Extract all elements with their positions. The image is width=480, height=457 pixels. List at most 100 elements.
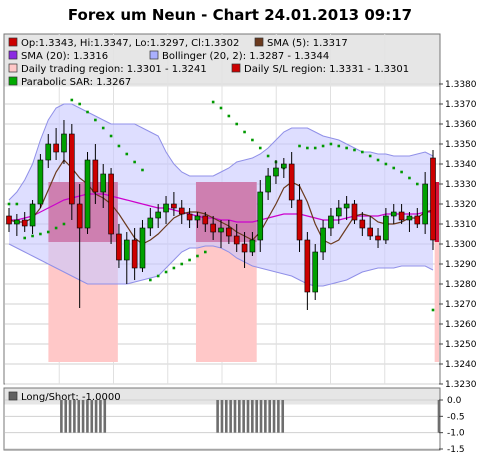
longshort-bar [268, 400, 271, 433]
sar-point [117, 144, 121, 148]
candle-body [281, 163, 287, 169]
sar-point [400, 170, 403, 174]
candle-body [37, 159, 44, 205]
candle-body [335, 207, 342, 217]
longshort-tick-label: 0.0 [447, 396, 462, 406]
price-axis-tick-label: 1.3310 [445, 220, 477, 230]
candle-body [178, 207, 185, 215]
candle-body [430, 157, 436, 241]
longshort-bar [73, 400, 76, 433]
candle-body [367, 227, 373, 237]
candle-body [45, 143, 52, 161]
longshort-bar [86, 400, 89, 433]
longshort-bar [272, 400, 276, 433]
candle-body [76, 203, 83, 229]
longshort-bar [233, 400, 237, 433]
legend-swatch [8, 76, 18, 86]
sar-point [23, 236, 27, 240]
longshort-bar [238, 400, 241, 433]
candle-body [210, 223, 216, 233]
longshort-bar [77, 400, 81, 433]
legend-label: Daily S/L region: 1.3331 - 1.3301 [244, 64, 409, 75]
sar-point [101, 126, 105, 130]
price-axis-tick-label: 1.3250 [445, 340, 477, 350]
sar-point [125, 152, 129, 156]
legend-label: Long/Short: -1.0000 [21, 392, 121, 403]
sar-point [78, 102, 81, 106]
sar-point [133, 160, 136, 164]
longshort-bars [60, 400, 441, 433]
price-axis-tick-label: 1.3320 [445, 200, 477, 210]
legend-label: Op:1.3343, Hi:1.3347, Lo:1.3297, Cl:1.33… [21, 38, 239, 49]
sar-point [54, 226, 58, 230]
longshort-tick-label: -0.5 [447, 412, 465, 422]
sar-point [203, 250, 207, 254]
longshort-axis-ticks: 0.0 -0.5 -1.0 -1.5 [439, 396, 465, 455]
legend-swatch [8, 391, 18, 401]
longshort-bar [64, 400, 68, 433]
sar-point [243, 130, 246, 134]
sar-point [172, 266, 176, 270]
legend-swatch [8, 63, 18, 73]
longshort-bar [246, 400, 250, 433]
candle-body [131, 239, 138, 269]
candle-body [14, 219, 20, 225]
sar-point [62, 222, 66, 226]
candle-body [320, 227, 326, 253]
candle-body [296, 199, 303, 241]
longshort-bar [229, 400, 232, 433]
sar-point [306, 146, 309, 150]
candle-body [108, 173, 114, 235]
legend-label: Daily trading region: 1.3301 - 1.3241 [21, 64, 207, 75]
longshort-tick-label: -1.5 [447, 445, 465, 455]
longshort-bar [251, 400, 254, 433]
candle-body [53, 143, 59, 153]
longshort-bar [216, 400, 219, 433]
candle-body [422, 183, 428, 225]
candle-body [69, 133, 75, 205]
candle-body [398, 211, 405, 221]
candle-body [351, 203, 358, 221]
price-axis-tick-label: 1.3240 [445, 360, 477, 370]
sar-point [368, 154, 372, 158]
sar-point [7, 202, 11, 206]
sar-point [149, 278, 152, 282]
candle-body [100, 173, 107, 193]
sar-point [258, 146, 262, 150]
legend-label: SMA (20): 1.3316 [21, 51, 108, 62]
sar-point [31, 234, 34, 238]
sar-point [431, 308, 435, 312]
longshort-bar [103, 400, 107, 433]
candle-body [29, 203, 36, 227]
candles-layer [6, 120, 436, 310]
sar-point [376, 158, 380, 162]
candle-body [6, 215, 12, 225]
sar-point [211, 100, 215, 104]
sar-point [86, 110, 89, 114]
price-legend: Op:1.3343, Hi:1.3347, Lo:1.3297, Cl:1.33… [8, 37, 409, 88]
sar-point [219, 106, 223, 110]
price-axis-tick-label: 1.3290 [445, 260, 477, 270]
price-axis-ticks: 1.3380 1.3370 1.3360 1.3350 1.3340 1.3330 1.33… [439, 80, 477, 390]
candle-body [61, 133, 67, 153]
sar-point [70, 98, 74, 102]
candle-body [273, 167, 279, 177]
candle-body [163, 203, 169, 213]
sar-point [235, 122, 239, 126]
sar-point [251, 138, 254, 142]
longshort-bar [90, 400, 94, 433]
legend-swatch [8, 50, 18, 60]
price-axis-tick-label: 1.3260 [445, 320, 477, 330]
longshort-bar [94, 400, 98, 433]
candle-body [406, 215, 413, 221]
legend-label: SMA (5): 1.3317 [267, 38, 348, 49]
sar-point [94, 118, 97, 122]
candle-body [288, 163, 295, 201]
legend-label: Bollinger (20, 2): 1.3287 - 1.3344 [162, 51, 329, 62]
candle-body [249, 239, 256, 253]
legend-overlay [4, 34, 440, 87]
price-axis-tick-label: 1.3330 [445, 180, 477, 190]
price-axis-tick-label: 1.3270 [445, 300, 477, 310]
longshort-bar [259, 400, 263, 433]
